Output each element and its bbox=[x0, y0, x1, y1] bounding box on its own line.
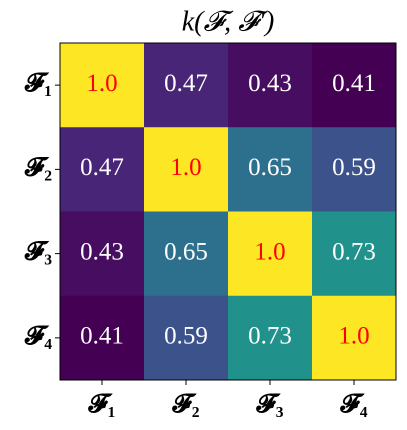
cell-value-label: 0.41 bbox=[332, 70, 376, 97]
plot-frame bbox=[59, 42, 397, 381]
cell-value-label: 0.41 bbox=[80, 323, 124, 350]
cell-value-label: 0.47 bbox=[164, 70, 208, 97]
heatmap-cell bbox=[60, 43, 145, 128]
cell-value-label: 0.73 bbox=[248, 323, 292, 350]
heatmap-cell bbox=[228, 211, 313, 297]
heatmap-cell bbox=[312, 43, 397, 128]
cell-value-label: 0.59 bbox=[332, 154, 376, 181]
heatmap-cell bbox=[312, 211, 397, 297]
heatmap-cell bbox=[228, 127, 313, 212]
y-tick-label: 𝓕₄ bbox=[24, 321, 52, 350]
cell-value-label: 1.0 bbox=[86, 70, 117, 97]
cell-value-label: 0.73 bbox=[332, 238, 376, 265]
y-tick-label: 𝓕₁ bbox=[24, 68, 52, 97]
x-tick-label: 𝓕₄ bbox=[340, 389, 368, 418]
x-tick-label: 𝓕₃ bbox=[256, 389, 284, 418]
cell-value-label: 0.43 bbox=[80, 238, 124, 265]
cell-value-label: 0.43 bbox=[248, 70, 292, 97]
x-tick-label: 𝓕₂ bbox=[172, 389, 200, 418]
cell-value-label: 1.0 bbox=[254, 238, 285, 265]
heatmap-cell bbox=[228, 43, 313, 128]
heatmap-cell bbox=[60, 295, 145, 381]
heatmap-cell bbox=[312, 295, 397, 381]
cell-value-label: 1.0 bbox=[170, 154, 201, 181]
heatmap-cell bbox=[228, 295, 313, 381]
heatmap-cell bbox=[144, 43, 229, 128]
heatmap-cell bbox=[60, 127, 145, 212]
heatmap-cell bbox=[144, 127, 229, 212]
x-tick-label: 𝓕₁ bbox=[88, 389, 116, 418]
heatmap-cell bbox=[144, 211, 229, 297]
cell-value-label: 1.0 bbox=[338, 323, 369, 350]
chart-title: k(𝓕, 𝓕′) bbox=[182, 6, 275, 37]
heatmap-cell bbox=[144, 295, 229, 381]
cell-value-label: 0.65 bbox=[164, 238, 208, 265]
y-tick-label: 𝓕₃ bbox=[24, 237, 52, 266]
heatmap-cell bbox=[312, 127, 397, 212]
y-tick-label: 𝓕₂ bbox=[24, 152, 52, 181]
heatmap-cell bbox=[60, 211, 145, 297]
cell-value-label: 0.59 bbox=[164, 323, 208, 350]
cell-value-label: 0.47 bbox=[80, 154, 124, 181]
cell-value-label: 0.65 bbox=[248, 154, 292, 181]
